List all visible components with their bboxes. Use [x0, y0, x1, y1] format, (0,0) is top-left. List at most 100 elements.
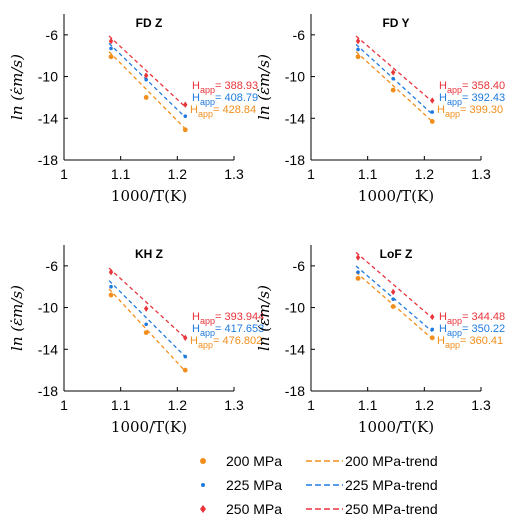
panel-title: LoF Z [380, 247, 413, 261]
h-app-annotation: Happ= 476.802 [190, 335, 262, 350]
x-tick-label: 1.3 [471, 166, 491, 182]
trend-line-2 [108, 35, 186, 108]
data-point-0-0 [108, 54, 114, 60]
data-point-1-2 [430, 327, 435, 332]
data-point-2-0 [355, 37, 361, 45]
x-tick-label: 1.1 [358, 397, 378, 413]
y-tick-label: -14 [285, 110, 305, 126]
data-point-0-0 [355, 54, 361, 60]
data-point-0-1 [390, 87, 396, 93]
x-tick-label: 1.1 [358, 166, 378, 182]
panel-title: FD Z [136, 16, 163, 30]
trend-line-2 [355, 35, 433, 103]
trend-line-0 [108, 288, 186, 372]
x-tick-label: 1 [307, 397, 315, 413]
data-point-1-1 [144, 77, 148, 82]
y-axis-label: ln (ε̇m/s) [255, 285, 273, 351]
data-point-1-1 [144, 322, 148, 327]
y-tick-label: -10 [38, 69, 58, 85]
trend-line-2 [355, 251, 433, 319]
data-point-0-1 [143, 330, 149, 335]
y-tick-label: -10 [285, 69, 305, 85]
data-point-1-1 [391, 76, 395, 81]
legend-label: 225 MPa [226, 477, 282, 493]
x-tick-label: 1 [60, 166, 68, 182]
x-tick-label: 1 [60, 397, 68, 413]
y-axis-label: ln (ε̇m/s) [255, 54, 273, 120]
panel-1: FD Y -6 -10 -14 -181 1.1 1.2 1.3 1000/T(K) ln (ε̇… [255, 14, 505, 205]
legend-trend-label: 250 MPa-trend [345, 501, 438, 517]
y-tick-label: -6 [293, 258, 306, 274]
x-tick-label: 1.1 [111, 397, 131, 413]
panel-title: FD Y [382, 16, 409, 30]
legend-marker [200, 458, 206, 464]
y-tick-label: -6 [46, 27, 59, 43]
y-tick-label: -10 [38, 300, 58, 316]
data-point-1-0 [109, 46, 113, 51]
legend-marker [201, 483, 205, 487]
h-app-annotation: Happ= 350.22 [439, 323, 505, 338]
h-app-annotation: Happ= 392.43 [439, 92, 505, 107]
trend-line-0 [108, 51, 186, 130]
y-tick-label: -14 [38, 110, 58, 126]
data-point-1-2 [183, 114, 188, 118]
data-point-0-2 [182, 127, 188, 133]
data-point-1-0 [109, 284, 113, 289]
h-app-annotation: Happ= 399.30 [437, 104, 503, 119]
data-point-2-2 [183, 334, 188, 342]
data-point-1-2 [430, 110, 435, 114]
h-app-annotation: Happ= 408.79 [192, 92, 258, 107]
h-app-annotation: Happ= 428.84 [190, 104, 256, 119]
trend-line-0 [355, 51, 433, 122]
x-axis-label: 1000/T(K) [111, 187, 187, 205]
data-point-2-1 [390, 288, 396, 296]
y-tick-label: -18 [285, 152, 305, 168]
legend-trend-label: 225 MPa-trend [345, 477, 438, 493]
legend-entry-2: 250 MPa 250 MPa-trend [200, 501, 438, 517]
legend-label: 250 MPa [226, 501, 282, 517]
h-app-annotation: Happ= 358.40 [439, 80, 505, 95]
h-app-annotation: Happ= 388.93 [192, 80, 258, 95]
data-point-2-1 [143, 305, 149, 312]
data-point-1-0 [356, 47, 360, 52]
h-app-annotation: Happ= 393.944 [192, 311, 264, 326]
data-point-2-0 [355, 254, 361, 261]
trend-line-2 [108, 267, 186, 339]
data-point-0-2 [429, 335, 435, 341]
x-tick-label: 1 [307, 166, 315, 182]
x-axis-label: 1000/T(K) [358, 418, 434, 436]
data-point-2-2 [183, 101, 188, 108]
data-point-2-2 [430, 313, 435, 321]
data-point-0-2 [182, 367, 188, 373]
legend-entry-0: 200 MPa 200 MPa-trend [200, 453, 438, 469]
x-tick-label: 1.2 [415, 397, 435, 413]
trend-line-1 [108, 42, 186, 118]
y-tick-label: -18 [38, 152, 58, 168]
data-point-2-1 [390, 69, 396, 76]
y-tick-label: -10 [285, 300, 305, 316]
x-tick-label: 1.1 [111, 166, 131, 182]
data-point-0-2 [429, 119, 435, 124]
panel-title: KH Z [135, 247, 163, 261]
legend-marker [200, 505, 206, 513]
y-tick-label: -18 [38, 383, 58, 399]
panel-0: FD Z -6 -10 -14 -181 1.1 1.2 1.3 1000/T(K) ln (ε̇… [8, 14, 258, 205]
x-tick-label: 1.2 [168, 397, 188, 413]
y-tick-label: -14 [38, 341, 58, 357]
legend-trend-label: 200 MPa-trend [345, 453, 438, 469]
data-point-2-1 [143, 72, 149, 79]
x-tick-label: 1.3 [471, 397, 491, 413]
x-tick-label: 1.3 [224, 397, 244, 413]
legend-entry-1: 225 MPa 225 MPa-trend [201, 477, 438, 493]
data-point-1-0 [356, 270, 360, 274]
data-point-2-0 [108, 37, 114, 45]
data-point-0-0 [108, 292, 114, 298]
data-point-0-0 [355, 275, 361, 281]
legend: 200 MPa 200 MPa-trend 225 MPa 225 MPa-trend… [200, 453, 438, 517]
x-tick-label: 1.3 [224, 166, 244, 182]
h-app-annotation: Happ= 360.41 [437, 335, 503, 350]
y-tick-label: -14 [285, 341, 305, 357]
h-app-annotation: Happ= 417.653 [192, 323, 264, 338]
